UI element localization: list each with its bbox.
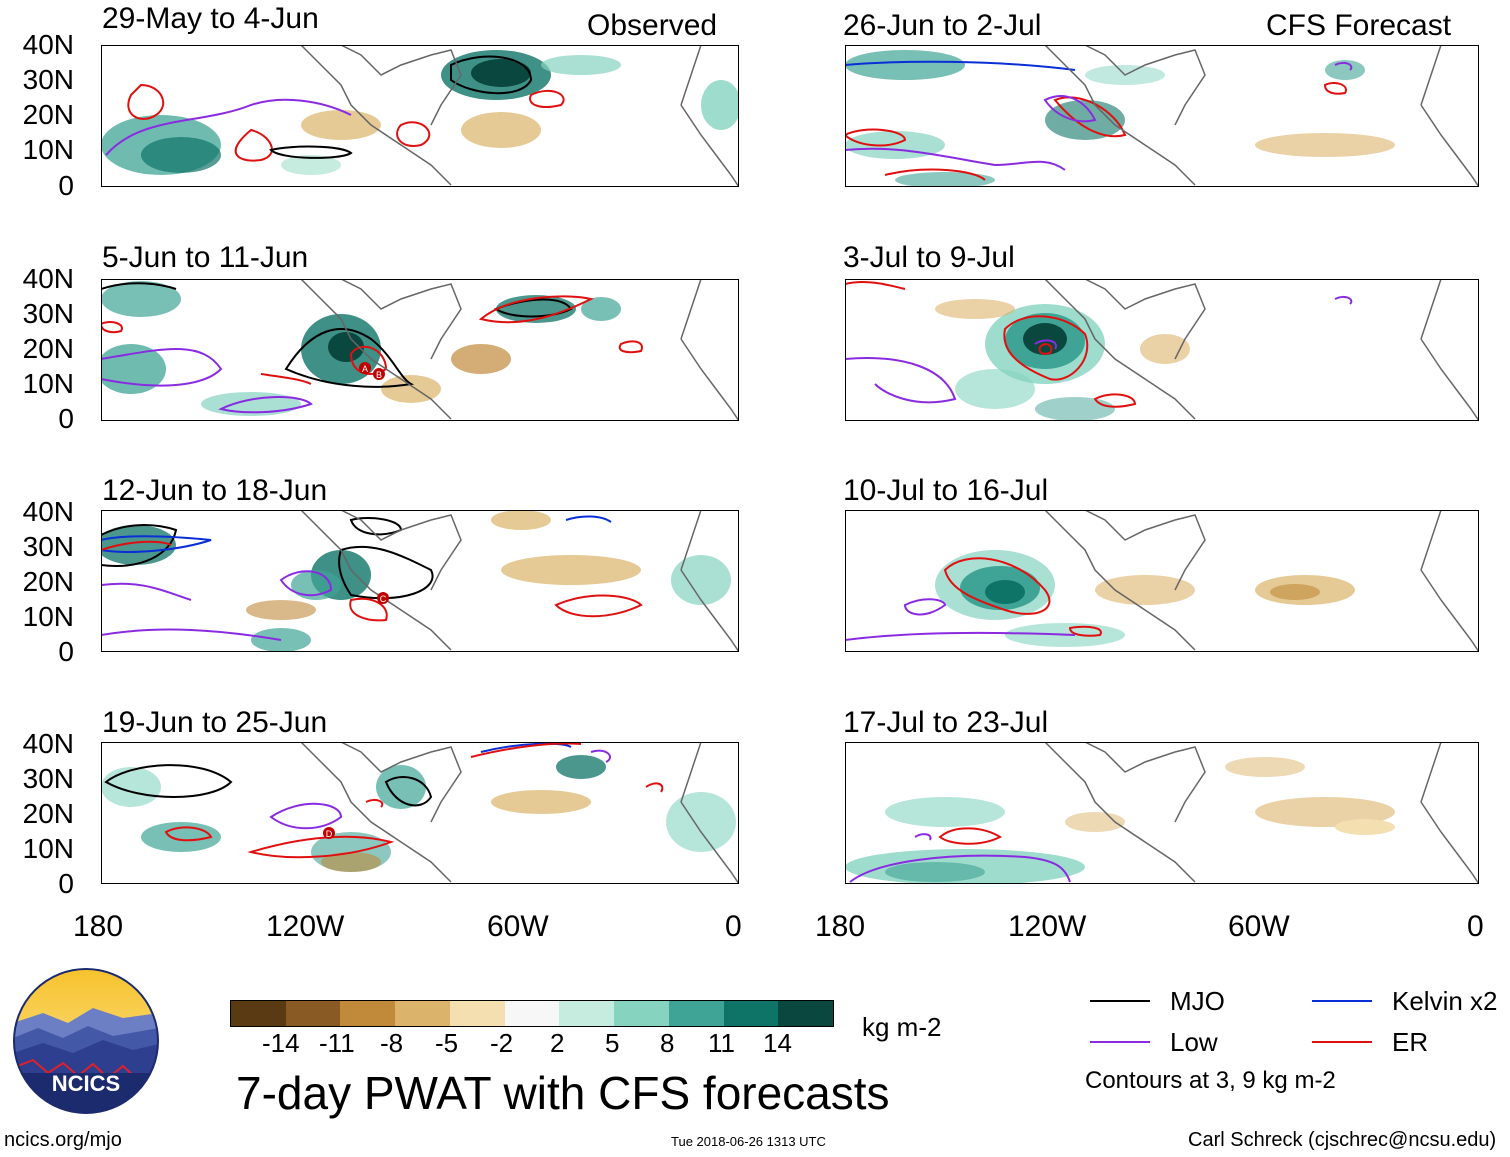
footer-site: ncics.org/mjo — [4, 1129, 122, 1151]
map-panel-obs-1 — [101, 45, 739, 187]
svg-text:D: D — [326, 829, 333, 839]
colorbar — [230, 1000, 834, 1027]
forecast-label: CFS Forecast — [1266, 9, 1452, 42]
colorbar-swatch — [668, 1001, 724, 1026]
colorbar-swatch — [395, 1001, 450, 1026]
ncics-logo: NCICS — [13, 968, 159, 1114]
panel-title-fcst-1: 26-Jun to 2-Jul — [843, 9, 1042, 42]
map-panel-fcst-3 — [845, 510, 1479, 652]
ncics-logo-text: NCICS — [52, 1071, 120, 1096]
panel-title-obs-1: 29-May to 4-Jun — [102, 2, 319, 35]
map-panel-fcst-1 — [845, 45, 1479, 187]
colorbar-swatch — [504, 1001, 560, 1026]
observed-label: Observed — [587, 9, 718, 42]
map-panel-obs-3: C — [101, 510, 739, 652]
colorbar-swatch — [778, 1001, 834, 1026]
legend-note: Contours at 3, 9 kg m-2 — [1085, 1067, 1336, 1094]
map-panel-obs-2: A B — [101, 279, 739, 421]
legend-line-er — [1312, 1041, 1372, 1043]
colorbar-swatch — [285, 1001, 341, 1026]
main-title: 7-day PWAT with CFS forecasts — [236, 1067, 890, 1119]
map-panel-obs-4: D — [101, 742, 739, 884]
panel-title-obs-2: 5-Jun to 11-Jun — [102, 241, 309, 274]
panel-title-fcst-2: 3-Jul to 9-Jul — [843, 241, 1015, 274]
colorbar-swatch — [231, 1001, 286, 1026]
storm-marker-d: D — [323, 827, 335, 839]
colorbar-swatch — [614, 1001, 669, 1026]
legend-line-kelvin — [1312, 1000, 1372, 1002]
storm-marker-c: C — [377, 592, 389, 604]
legend-line-low — [1090, 1041, 1150, 1043]
footer-timestamp: Tue 2018-06-26 1313 UTC — [671, 1134, 826, 1149]
map-panel-fcst-4 — [845, 742, 1479, 884]
panel-title-obs-3: 12-Jun to 18-Jun — [102, 474, 328, 507]
colorbar-swatch — [559, 1001, 615, 1026]
panel-title-obs-4: 19-Jun to 25-Jun — [102, 706, 328, 739]
storm-marker-a: A — [359, 362, 371, 374]
colorbar-swatch — [340, 1001, 396, 1026]
svg-text:C: C — [380, 594, 387, 604]
panel-title-fcst-3: 10-Jul to 16-Jul — [843, 474, 1049, 507]
footer-author: Carl Schreck (cjschrec@ncsu.edu) — [1188, 1129, 1497, 1151]
colorbar-units: kg m-2 — [862, 1012, 942, 1042]
map-panel-fcst-2 — [845, 279, 1479, 421]
colorbar-swatch — [723, 1001, 779, 1026]
colorbar-swatch — [449, 1001, 505, 1026]
panel-title-fcst-4: 17-Jul to 23-Jul — [843, 706, 1049, 739]
svg-text:A: A — [362, 364, 368, 374]
storm-marker-b: B — [373, 368, 385, 380]
legend-line-mjo — [1090, 1000, 1150, 1002]
svg-text:B: B — [376, 370, 382, 380]
